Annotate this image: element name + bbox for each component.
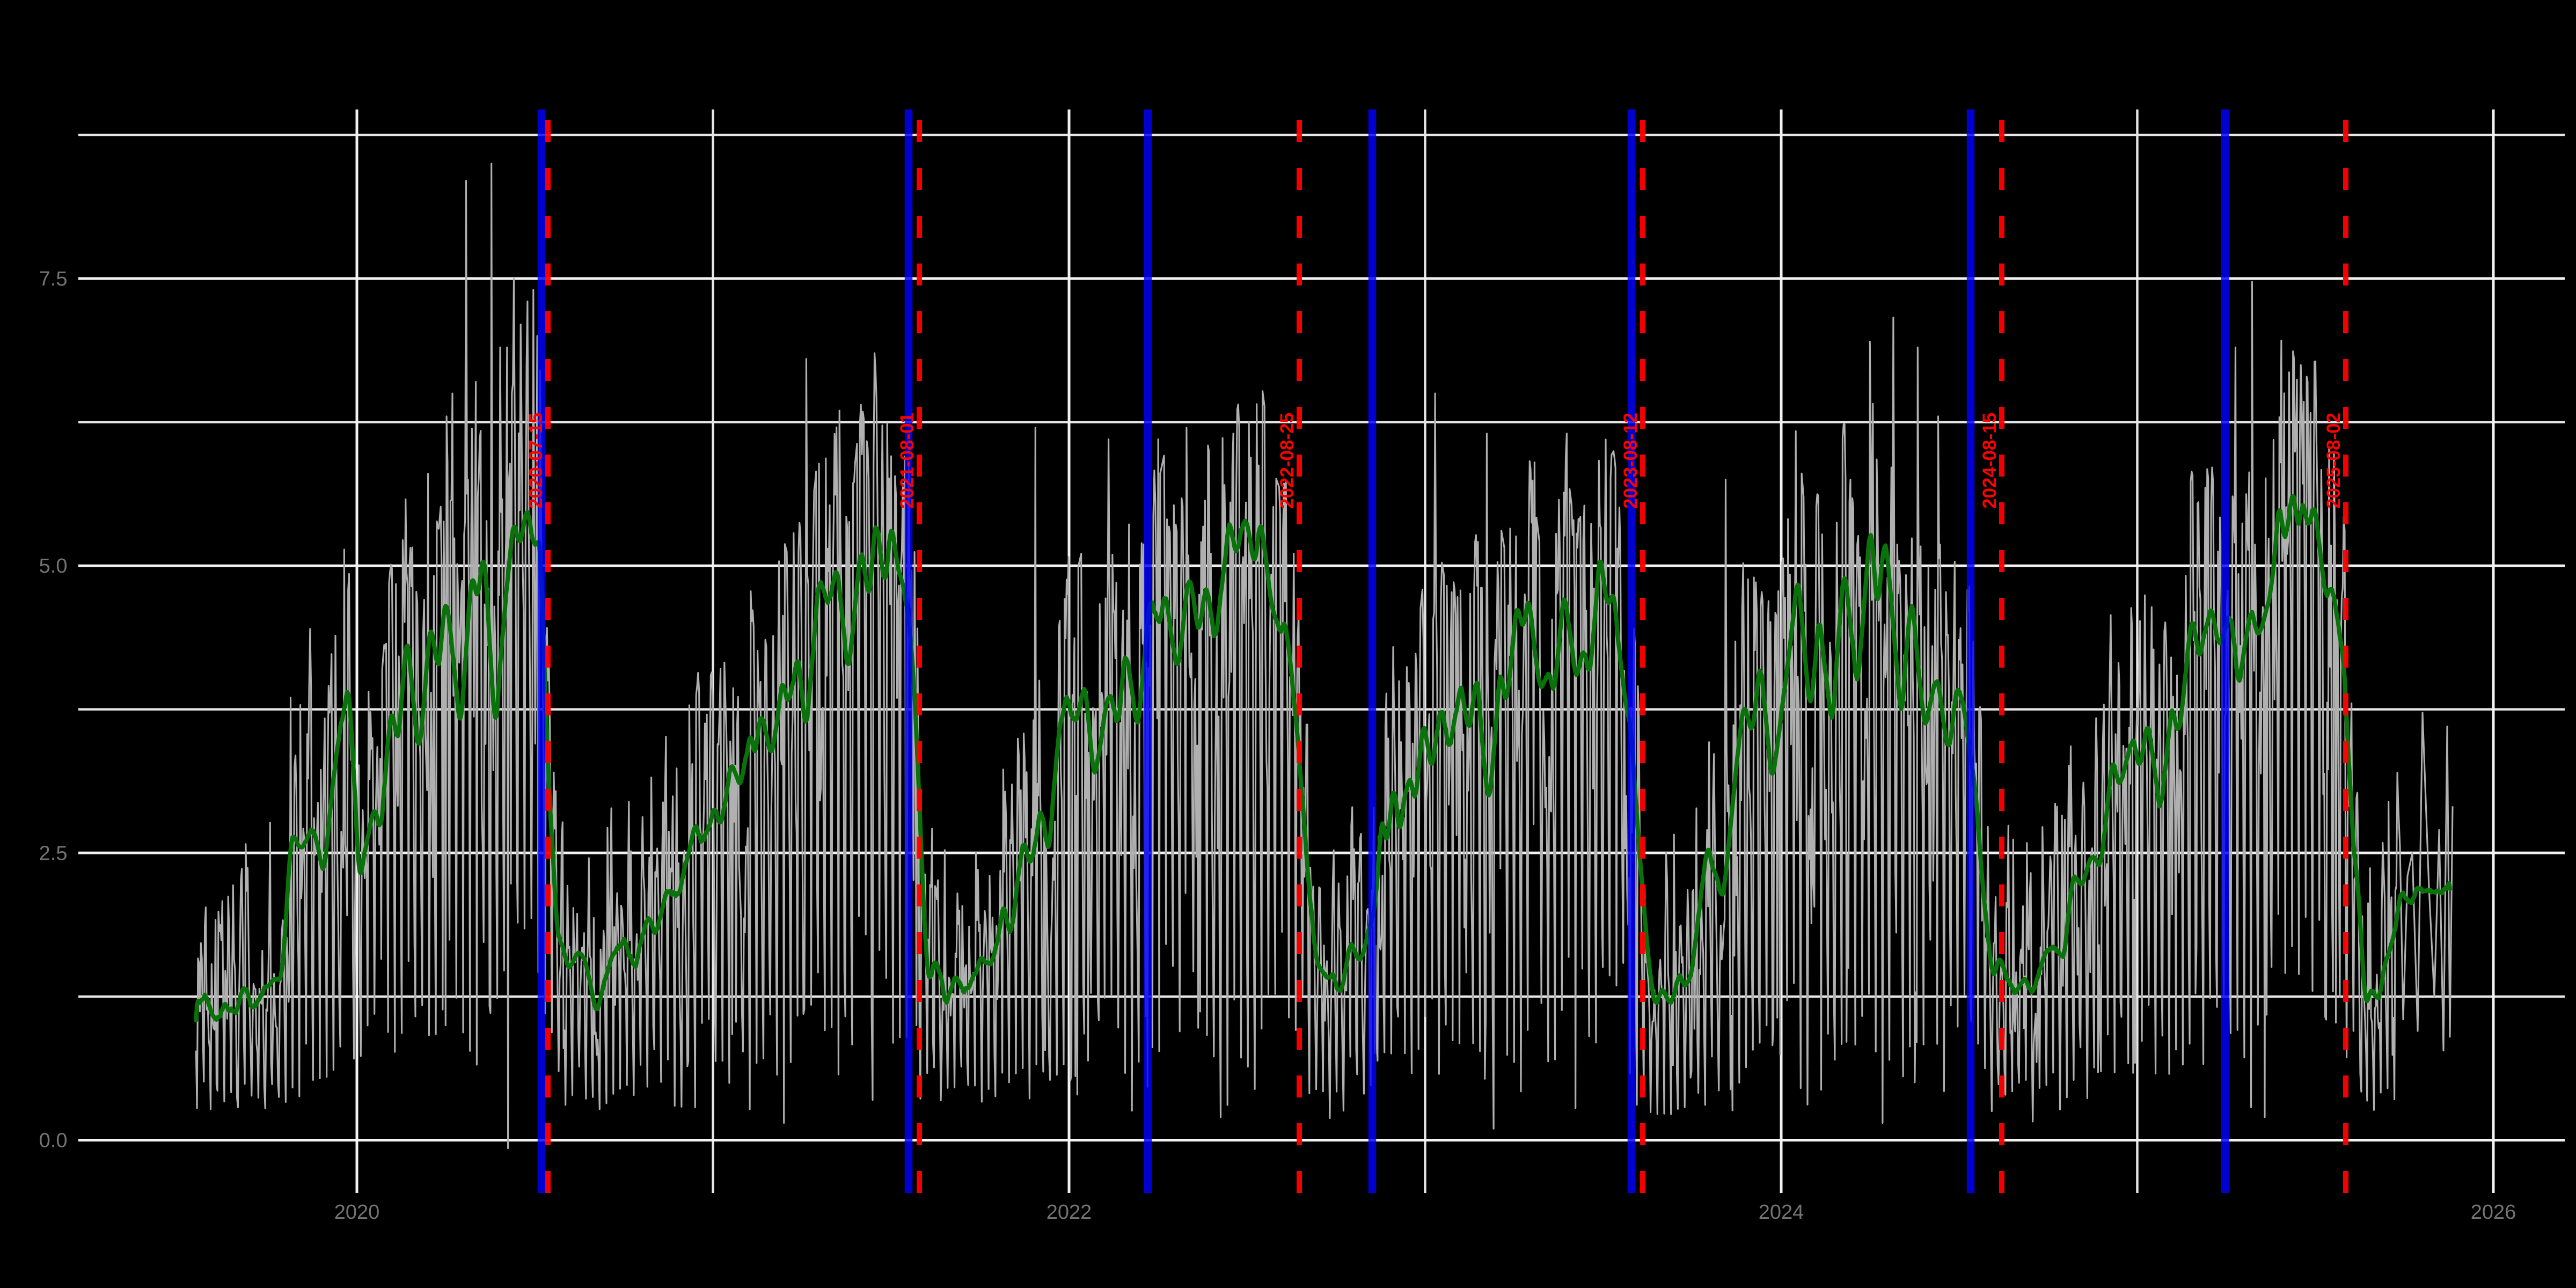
svg-text:2026: 2026 — [2471, 1201, 2516, 1224]
svg-text:5.0: 5.0 — [39, 555, 68, 577]
svg-text:2020: 2020 — [334, 1201, 380, 1224]
svg-text:2022-08-25: 2022-08-25 — [1277, 413, 1298, 509]
svg-text:2025-08-02: 2025-08-02 — [2323, 413, 2344, 509]
svg-text:7.5: 7.5 — [39, 268, 68, 290]
svg-text:2022: 2022 — [1046, 1201, 1092, 1224]
svg-text:2020-07-15: 2020-07-15 — [525, 413, 546, 509]
svg-text:2024-08-15: 2024-08-15 — [1979, 413, 2000, 509]
svg-text:2.5: 2.5 — [39, 842, 68, 865]
svg-text:2023-08-12: 2023-08-12 — [1620, 413, 1641, 509]
svg-text:2021-08-01: 2021-08-01 — [897, 413, 918, 509]
svg-text:0.0: 0.0 — [39, 1130, 68, 1152]
svg-text:2024: 2024 — [1759, 1201, 1804, 1224]
